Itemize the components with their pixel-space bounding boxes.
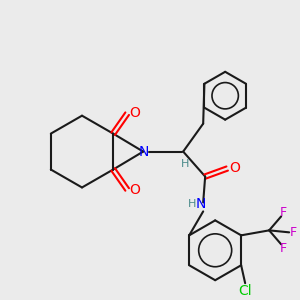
Text: N: N bbox=[139, 145, 149, 159]
Text: F: F bbox=[290, 226, 297, 239]
Text: F: F bbox=[280, 206, 287, 219]
Text: H: H bbox=[188, 200, 196, 209]
Text: O: O bbox=[230, 160, 241, 175]
Text: N: N bbox=[196, 197, 206, 212]
Text: F: F bbox=[280, 242, 287, 255]
Text: Cl: Cl bbox=[238, 284, 252, 298]
Text: O: O bbox=[130, 184, 141, 197]
Text: H: H bbox=[181, 158, 189, 169]
Text: O: O bbox=[130, 106, 141, 120]
